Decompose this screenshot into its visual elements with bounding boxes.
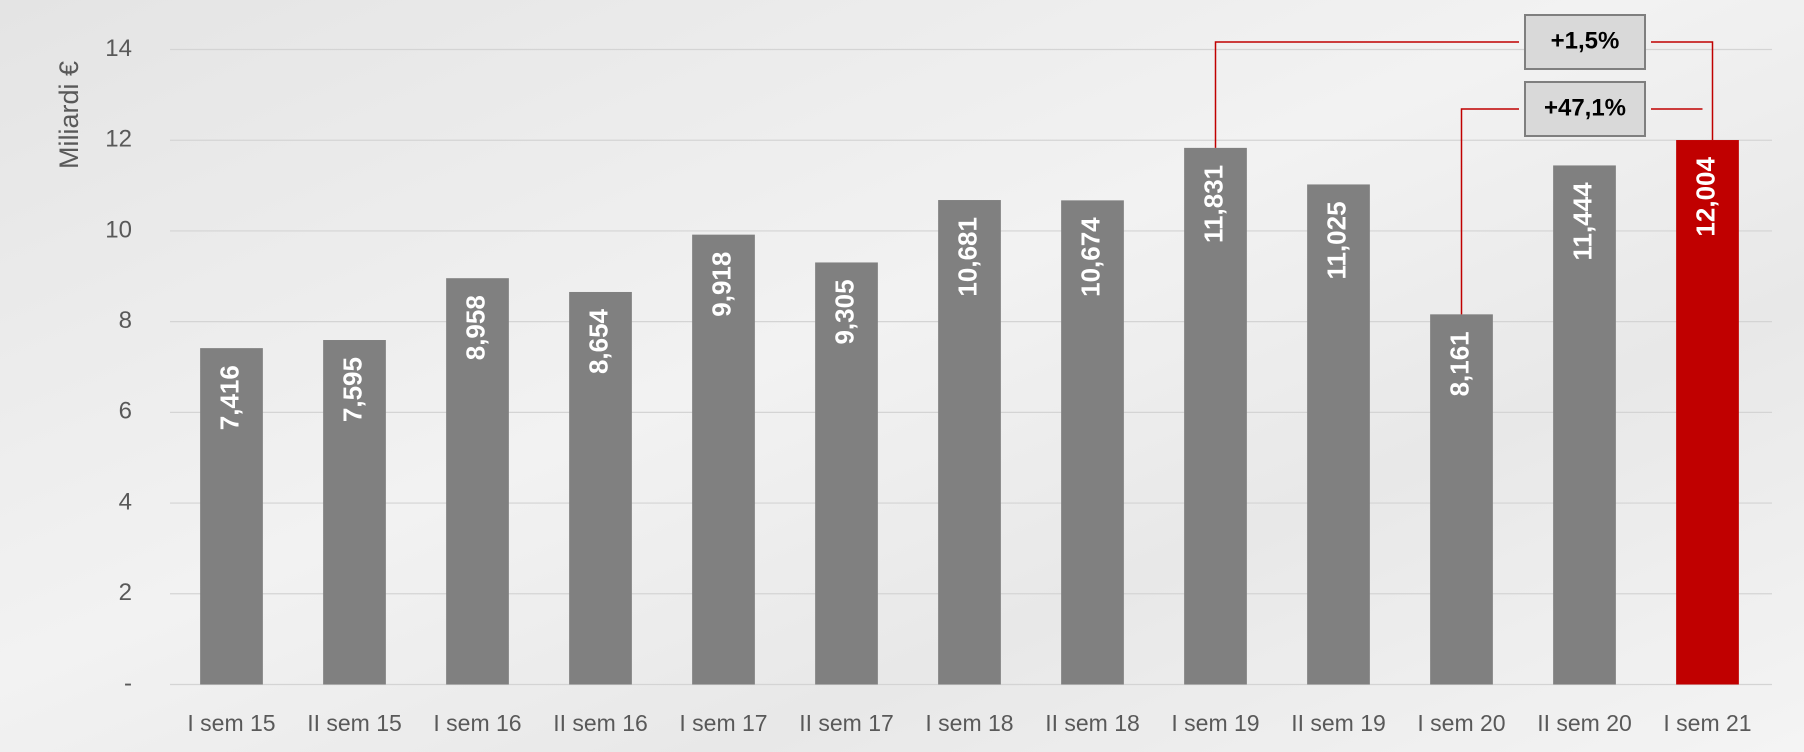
value-label: 11,831 [1198,165,1228,243]
value-label: 9,305 [829,279,859,344]
annotation: +47,1% [1544,94,1626,121]
x-tick-label: II sem 15 [307,710,402,736]
x-tick-label: II sem 20 [1537,710,1632,736]
y-tick-label: 2 [119,579,132,606]
value-label: 8,161 [1444,331,1474,396]
connector [1214,41,1519,148]
value-label: 11,025 [1321,201,1351,279]
annotation-box [1524,14,1646,70]
value-label: 8,654 [583,308,613,374]
y-tick-label: 10 [105,216,132,243]
value-label: 9,918 [706,252,736,317]
x-tick-label: I sem 20 [1417,710,1505,736]
x-tick-label: II sem 19 [1291,710,1386,736]
bar [692,234,755,685]
bar [815,262,878,685]
value-label: 7,416 [214,365,244,430]
x-tick-label: II sem 16 [553,710,648,736]
bar [1553,165,1616,685]
x-tick-label: II sem 17 [799,710,894,736]
bar [1061,200,1124,685]
bar [1676,140,1739,685]
x-tick-label: I sem 18 [925,710,1013,736]
connector [1460,108,1519,315]
bar [569,291,632,685]
value-label: 10,681 [952,217,982,297]
x-tick-label: I sem 19 [1171,710,1259,736]
y-tick-label: 6 [119,398,132,425]
x-tick-label: I sem 15 [187,710,275,736]
value-label: 11,444 [1567,182,1597,261]
value-label: 12,004 [1690,157,1720,237]
value-label: 10,674 [1075,217,1105,297]
y-tick-label: 8 [119,307,132,334]
bar [323,340,386,685]
y-axis-label: Miliardi € [54,61,84,169]
annotation: +1,5% [1551,27,1620,54]
bar [1307,184,1370,685]
connector [1651,41,1714,141]
x-tick-label: I sem 16 [433,710,521,736]
y-tick-label: 4 [119,488,132,515]
y-tick-label: 14 [105,35,132,62]
bar [200,348,263,685]
x-tick-label: I sem 17 [679,710,767,736]
bar [1430,314,1493,685]
value-label: 8,958 [460,295,490,360]
x-tick-label: I sem 21 [1663,710,1751,736]
y-tick-label: 12 [105,126,132,153]
value-label: 7,595 [337,357,367,422]
bar [1184,147,1247,685]
y-tick-label: - [124,670,132,697]
bar [446,278,509,685]
x-tick-label: II sem 18 [1045,710,1140,736]
bar [938,200,1001,685]
annotation-box [1524,81,1646,137]
